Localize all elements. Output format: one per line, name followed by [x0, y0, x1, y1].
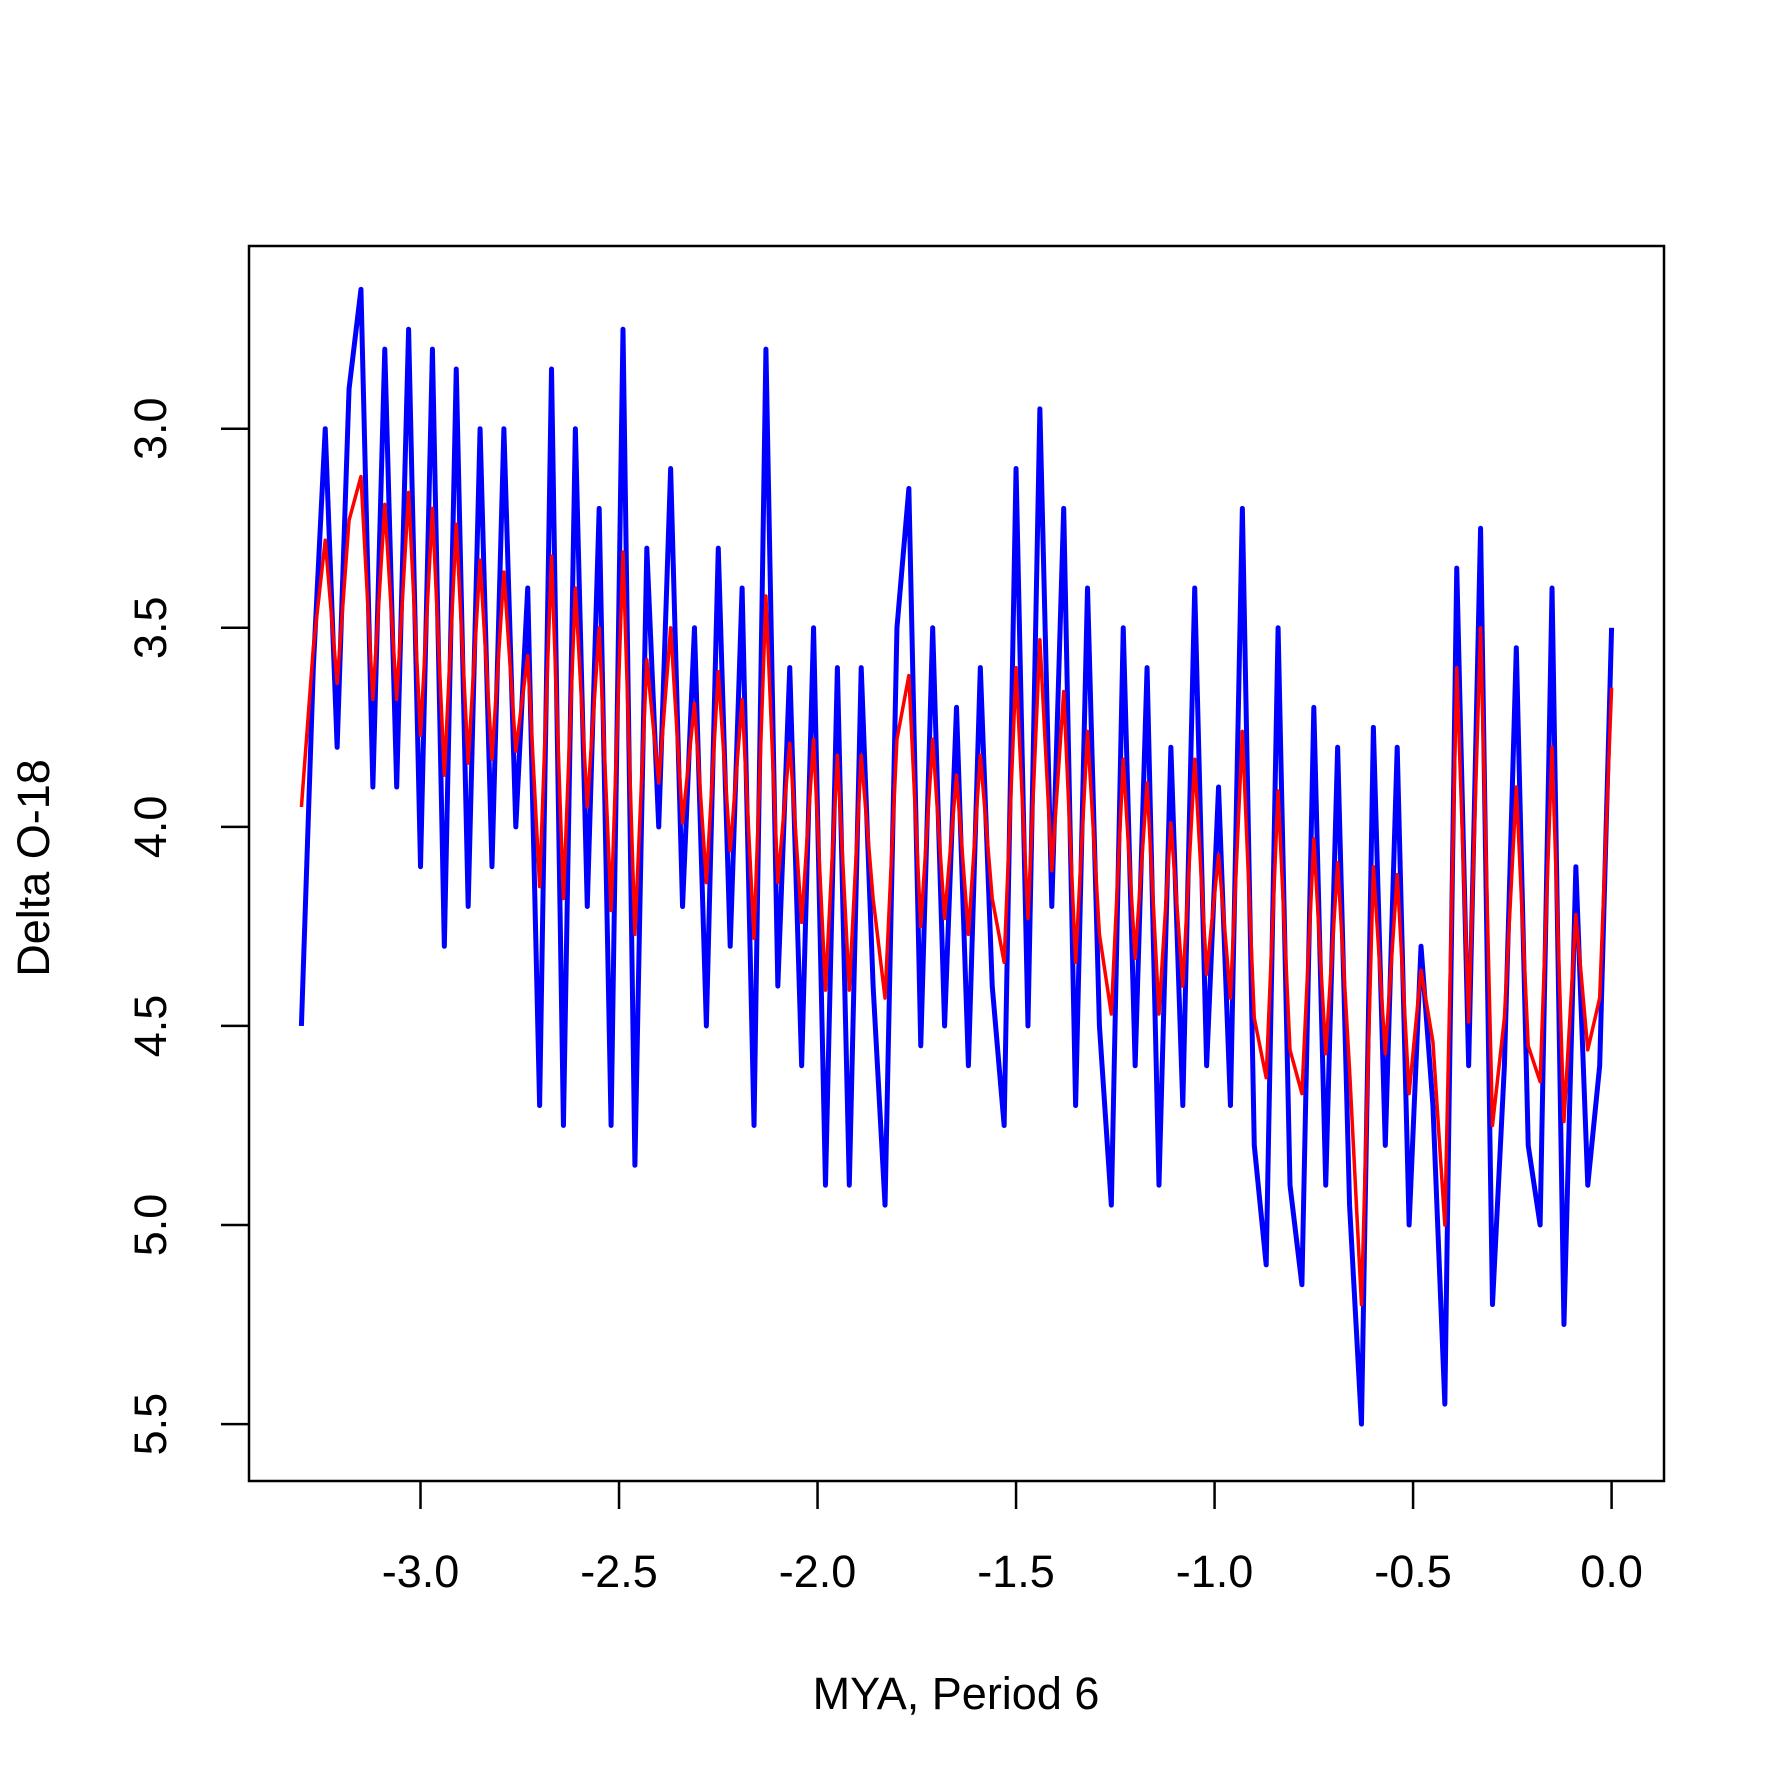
y-tick-label: 5.5: [125, 1393, 176, 1456]
plot-frame: [247, 244, 1666, 1483]
y-tick-label: 3.0: [125, 397, 176, 460]
y-tick-label: 3.5: [125, 597, 176, 660]
x-tick-label: -2.5: [580, 1546, 658, 1597]
x-tick-label: -1.5: [977, 1546, 1055, 1597]
y-axis-label: Delta O-18: [8, 759, 59, 977]
y-tick-label: 5.0: [125, 1194, 176, 1257]
x-tick-label: 0.0: [1580, 1546, 1643, 1597]
x-tick-label: -2.0: [779, 1546, 857, 1597]
x-tick-label: -1.0: [1176, 1546, 1254, 1597]
y-tick-label: 4.0: [125, 796, 176, 859]
data-line: [298, 286, 1615, 1427]
y-tick-label: 4.5: [125, 995, 176, 1058]
x-tick-label: -3.0: [382, 1546, 460, 1597]
x-tick-label: -0.5: [1374, 1546, 1452, 1597]
x-axis-label: MYA, Period 6: [813, 1668, 1100, 1719]
data-line: [299, 474, 1614, 1307]
